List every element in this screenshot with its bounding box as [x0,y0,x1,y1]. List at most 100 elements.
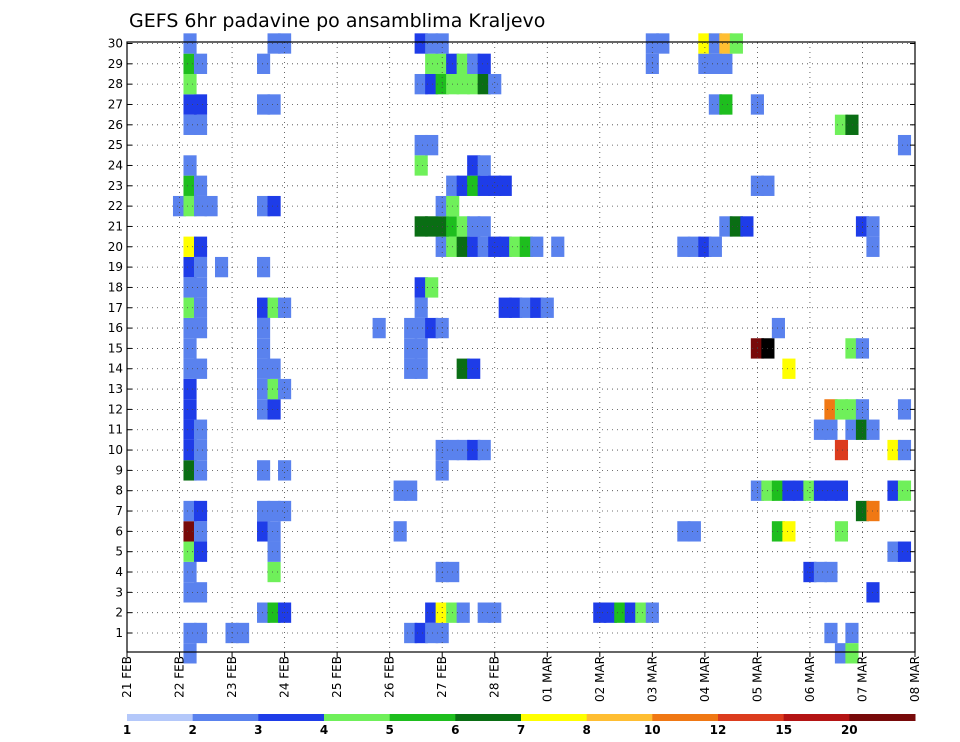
heatmap-cell [257,256,271,278]
heatmap-cell [467,53,481,74]
heatmap-cell [467,358,481,379]
heatmap-cell [708,236,722,257]
heatmap-cell [193,317,208,339]
heatmap-cell [467,236,481,257]
y-tick-label: 16 [108,321,123,335]
heatmap-cell [519,297,533,318]
heatmap-cell [456,175,470,196]
heatmap-cell [719,94,733,115]
heatmap-cell [372,317,386,339]
colorbar-segment [586,714,653,721]
heatmap-cell [813,419,827,440]
x-tick-label: 05 MAR [750,656,764,702]
heatmap-cell [698,53,712,74]
heatmap-cell [404,358,418,379]
y-tick-label: 10 [108,443,123,457]
colorbar-segment [849,714,916,721]
heatmap-cell [183,256,197,278]
heatmap-cell [425,317,439,339]
heatmap-cell [425,277,439,298]
y-tick-label: 20 [108,240,123,254]
heatmap-cell [183,277,197,298]
heatmap-cell [183,236,197,257]
heatmap-cell [193,521,208,542]
heatmap-cell [414,73,428,95]
y-tick-label: 13 [108,382,123,396]
heatmap-cell [193,175,208,196]
grid-lines [127,42,915,652]
heatmap-cell [414,216,428,237]
y-tick-label: 3 [115,585,123,599]
heatmap-cell [278,378,292,400]
heatmap-cell [803,480,817,501]
heatmap-cell [183,53,197,74]
heatmap-cell [267,500,281,522]
heatmap-cell [467,175,481,196]
heatmap-cell [425,622,439,644]
heatmap-cell [257,195,271,217]
heatmap-cell [414,277,428,298]
colorbar-tick-label: 1 [123,723,131,737]
heatmap-cell [183,643,197,664]
heatmap-cell [193,622,208,644]
y-tick-label: 23 [108,179,123,193]
colorbar-tick-label: 10 [644,723,661,737]
heatmap-cell [845,338,859,359]
heatmap-cell [771,317,785,339]
x-tick-label-group: 04 MAR [698,656,712,702]
heatmap-cell [267,378,281,400]
heatmap-cell [477,53,491,74]
heatmap-cell [267,297,281,318]
heatmap-cell [456,602,470,623]
colorbar-segment [652,714,719,721]
heatmap-cell [193,114,208,135]
heatmap-cell [834,114,849,135]
heatmap-cell [425,216,439,237]
y-tick-label: 8 [115,484,123,498]
heatmap-cell [267,521,281,542]
heatmap-cell [257,460,271,481]
y-tick-label: 21 [108,219,123,233]
colorbar-segment [324,714,391,721]
heatmap-cell [782,358,796,379]
heatmap-cell [624,602,638,623]
y-tick-label: 27 [108,97,123,111]
heatmap-cell [509,297,523,318]
heatmap-cell [488,175,502,196]
heatmap-cell [456,358,470,379]
heatmap-cell [498,236,512,257]
heatmap-cell [887,439,901,461]
heatmap-cell [708,94,722,115]
heatmap-cell [257,358,271,379]
heatmap-cell [257,317,271,339]
heatmap-cell [687,236,701,257]
heatmap-cell [414,297,428,318]
heatmap-cell [824,399,838,420]
y-tick-label: 18 [108,280,123,294]
heatmap-cell [729,216,743,237]
heatmap-cell [193,419,208,440]
heatmap-cell [887,480,901,501]
colorbar-tick-label: 20 [841,723,858,737]
x-tick-label: 02 MAR [593,656,607,702]
colorbar-tick-label: 5 [386,723,394,737]
heatmap-cell [193,582,208,603]
heatmap-cell [257,602,271,623]
x-tick-label: 21 FEB [120,656,134,698]
heatmap-cell [698,236,712,257]
heatmap-cell [183,460,197,481]
heatmap-cell [204,195,218,217]
x-tick-label-group: 02 MAR [593,656,607,702]
x-tick-label-group: 22 FEB [173,656,187,698]
y-tick-label: 2 [115,606,123,620]
heatmap-cell [477,175,491,196]
heatmap-cell [257,521,271,542]
heatmap-cell [467,155,481,176]
heatmap-cell [824,622,838,644]
heatmap-cell [845,114,859,135]
heatmap-cell [267,94,281,115]
heatmap-cell [425,134,439,156]
heatmap-cell [792,480,806,501]
heatmap-cell [834,480,849,501]
